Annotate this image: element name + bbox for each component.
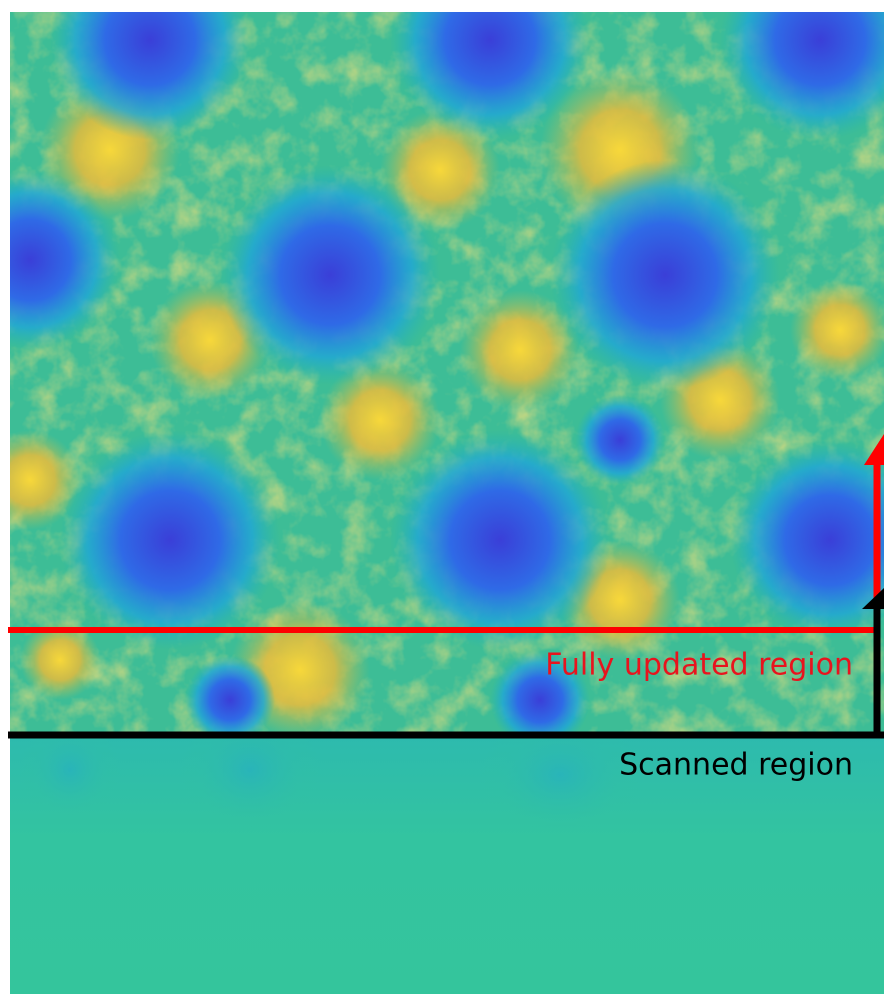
heatmap	[0, 0, 884, 994]
patch	[390, 430, 610, 650]
scanned-texture	[0, 0, 884, 750]
patch	[60, 430, 280, 650]
patch	[550, 160, 780, 390]
updated-label: Fully updated region	[545, 648, 853, 683]
patch	[220, 165, 440, 385]
page: Fully updated region Scanned region (() …	[0, 0, 884, 994]
figure: Fully updated region Scanned region	[0, 0, 884, 994]
scanned-label: Scanned region	[619, 748, 853, 783]
patch	[575, 395, 665, 485]
